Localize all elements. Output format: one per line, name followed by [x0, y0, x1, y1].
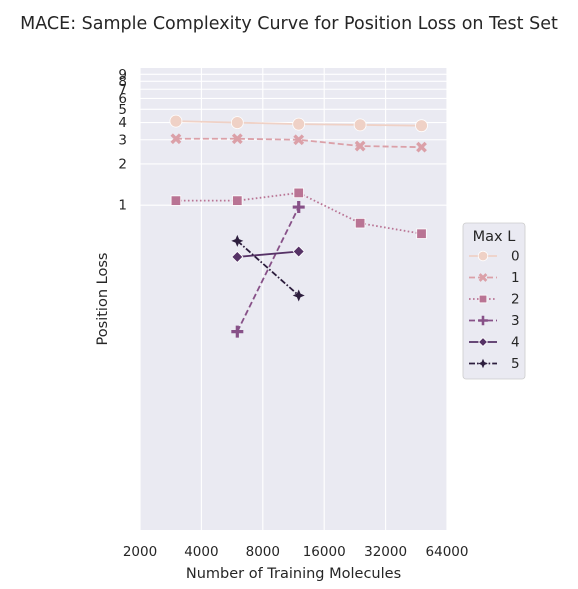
- series-point: [416, 228, 427, 239]
- y-tick-label: 7: [118, 82, 127, 98]
- x-tick-label: 32000: [364, 544, 407, 560]
- series-point: [169, 114, 183, 128]
- legend-label-2: 2: [511, 292, 520, 308]
- series-point: [292, 117, 306, 131]
- legend-label-5: 5: [511, 356, 520, 372]
- series-point: [231, 133, 243, 145]
- series-point: [415, 119, 428, 133]
- legend-label-0: 0: [511, 249, 520, 265]
- series-point: [292, 289, 305, 302]
- x-tick-label: 4000: [184, 544, 218, 560]
- y-tick-label: 1: [118, 198, 127, 214]
- series-point: [231, 250, 244, 264]
- legend: Max L 0 1 2 3 4 5: [462, 222, 526, 380]
- series-point: [477, 250, 489, 262]
- plot-area: [140, 68, 447, 530]
- grid: [139, 68, 448, 530]
- y-tick-label: 5: [118, 102, 127, 118]
- legend-label-4: 4: [511, 335, 520, 351]
- series-point: [293, 187, 304, 199]
- chart-title: MACE: Sample Complexity Curve for Positi…: [20, 14, 558, 34]
- series-point: [478, 315, 488, 326]
- y-tick-label: 8: [118, 74, 127, 90]
- series-line-3: [236, 206, 300, 332]
- series-line-4: [237, 250, 299, 258]
- series-point: [478, 294, 488, 304]
- y-tick-label: 4: [118, 115, 127, 131]
- series-point: [293, 134, 305, 146]
- x-tick-label: 8000: [246, 544, 280, 560]
- series-point: [231, 325, 244, 338]
- legend-title: Max L: [473, 229, 516, 245]
- y-axis-label: Position Loss: [95, 253, 111, 346]
- y-tick-label: 2: [118, 156, 127, 172]
- x-tick-labels: 2000 4000 8000 16000 32000 64000: [123, 544, 469, 560]
- series-point: [230, 116, 244, 130]
- series-point: [478, 358, 488, 369]
- series-point: [231, 234, 244, 247]
- series-point: [170, 133, 182, 145]
- series-point: [354, 217, 366, 229]
- series-point: [232, 195, 243, 206]
- y-tick-label: 6: [118, 91, 127, 107]
- x-tick-label: 16000: [303, 544, 346, 560]
- series-point: [416, 141, 427, 153]
- series-point: [354, 140, 366, 152]
- legend-label-1: 1: [511, 270, 520, 286]
- y-tick-label: 3: [118, 132, 127, 148]
- series-point: [478, 273, 488, 282]
- x-axis-label: Number of Training Molecules: [186, 566, 401, 582]
- series-point: [478, 337, 488, 347]
- series-point: [292, 245, 305, 258]
- y-tick-label: 9: [118, 67, 127, 83]
- series-line-2: [175, 191, 422, 235]
- x-tick-label: 2000: [123, 544, 157, 560]
- series-markers: [169, 114, 428, 338]
- legend-label-3: 3: [511, 313, 520, 329]
- x-tick-label: 64000: [426, 544, 469, 560]
- series-line-5: [236, 240, 300, 297]
- legend-frame: [462, 222, 526, 380]
- series-point: [292, 201, 305, 214]
- series-point: [353, 118, 367, 132]
- series-point: [170, 195, 182, 206]
